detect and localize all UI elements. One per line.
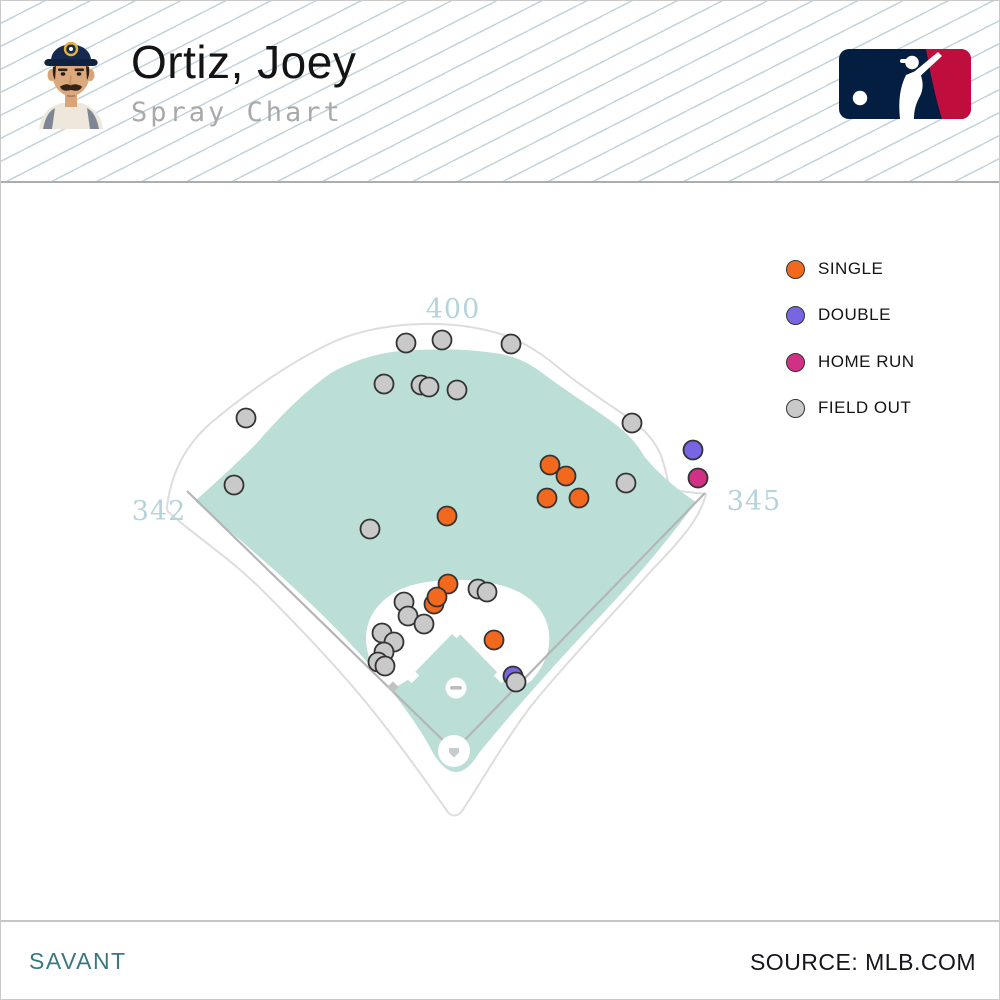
bat-icon (909, 52, 942, 80)
infield-grass (412, 630, 500, 720)
header: Ortiz, Joey Spray Chart (1, 1, 999, 183)
chart-subtitle: Spray Chart (131, 97, 343, 128)
pitcher-rubber (450, 686, 462, 690)
spray-point[interactable] (568, 487, 590, 509)
wall-distance-label: 400 (426, 294, 481, 325)
title-block: Ortiz, Joey Spray Chart (131, 35, 356, 128)
series-home-run (687, 467, 709, 489)
cap-logo (63, 41, 79, 57)
spray-point[interactable] (446, 379, 468, 401)
mustache (60, 84, 82, 91)
spray-point[interactable] (539, 454, 561, 476)
spray-point[interactable] (483, 629, 505, 651)
spray-point[interactable] (615, 472, 637, 494)
spray-point[interactable] (476, 581, 498, 603)
series-single (423, 454, 590, 651)
spray-point[interactable] (500, 333, 522, 355)
spray-points-layer (223, 329, 709, 693)
left-foul-line (186, 490, 455, 752)
spray-point[interactable] (682, 439, 704, 461)
cap-brim (44, 59, 98, 66)
footer: SAVANT SOURCE: MLB.COM (1, 920, 999, 999)
series-field-out (223, 329, 643, 693)
wall-distance-label: 342 (132, 496, 187, 527)
spray-point[interactable] (621, 412, 643, 434)
spray-point[interactable] (374, 655, 396, 677)
wall-distance-label: 345 (727, 486, 782, 517)
cap (51, 44, 91, 63)
spray-point[interactable] (426, 586, 448, 608)
spray-point[interactable] (359, 518, 381, 540)
field-grass (195, 349, 696, 772)
spray-point[interactable] (418, 376, 440, 398)
home-plate (449, 748, 459, 758)
right-foul-line (453, 492, 706, 752)
spray-point[interactable] (223, 474, 245, 496)
baseball-icon (852, 90, 868, 106)
spray-point[interactable] (687, 467, 709, 489)
eye (76, 72, 82, 76)
mlb-logo-icon (839, 49, 971, 119)
spray-point[interactable] (373, 373, 395, 395)
player-headshot (39, 41, 103, 129)
savant-brand: SAVANT (29, 948, 127, 974)
wall-distance-labels: 400 342 345 (132, 294, 782, 527)
spray-point[interactable] (431, 329, 453, 351)
jersey (39, 103, 103, 129)
page-title: Ortiz, Joey (131, 36, 357, 88)
spray-point[interactable] (235, 407, 257, 429)
eye (60, 72, 66, 76)
third-base-bag (387, 681, 399, 693)
spray-point[interactable] (536, 487, 558, 509)
source-credit: SOURCE: MLB.COM (749, 949, 976, 975)
spray-chart: 400 342 345 SINGLE DOUBLE HOME RUN FIELD O… (1, 183, 999, 920)
spray-point[interactable] (395, 332, 417, 354)
spray-point[interactable] (505, 671, 527, 693)
spray-point[interactable] (436, 505, 458, 527)
spray-point[interactable] (555, 465, 577, 487)
spray-point[interactable] (413, 613, 435, 635)
